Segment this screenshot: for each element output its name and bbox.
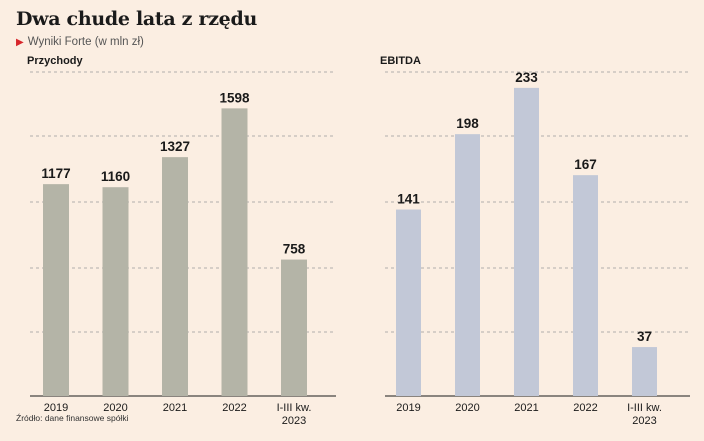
ebitda-tick-label: 2021 <box>514 402 538 414</box>
przychody-bar <box>43 184 69 396</box>
przychody-tick-label: I-III kw. <box>277 402 312 414</box>
przychody-value-label: 1177 <box>41 166 70 181</box>
ebitda-tick-label: 2020 <box>455 402 479 414</box>
przychody-value-label: 758 <box>283 242 306 257</box>
chart-title: Dwa chude lata z rzędu <box>16 8 257 30</box>
ebitda-bar <box>396 209 421 396</box>
ebitda-bar <box>455 134 480 397</box>
ebitda-bar <box>514 87 539 396</box>
chart-subtitle: ▶ Wyniki Forte (w mln zł) <box>16 36 144 48</box>
subtitle-text: Wyniki Forte (w mln zł) <box>27 36 144 48</box>
przychody-tick-label: 2019 <box>44 402 68 414</box>
ebitda-tick-label: 2023 <box>632 415 656 427</box>
ebitda-bar <box>573 175 598 396</box>
przychody-tick-label: 2023 <box>282 415 306 427</box>
przychody-value-label: 1160 <box>101 169 130 184</box>
ebitda-bar <box>632 347 657 396</box>
przychody-value-label: 1598 <box>219 90 250 105</box>
przychody-value-label: 1327 <box>160 139 190 154</box>
przychody-tick-label: 2022 <box>222 402 246 414</box>
przychody-tick-label: 2021 <box>163 402 187 414</box>
source-note: Źródło: dane finansowe spółki <box>16 413 129 423</box>
ebitda-value-label: 141 <box>397 192 420 207</box>
przychody-bar <box>102 187 129 396</box>
przychody-bar <box>281 259 307 396</box>
ebitda-tick-label: I-III kw. <box>627 402 662 414</box>
przychody-bar <box>221 108 248 397</box>
przychody-bar <box>162 157 188 396</box>
przychody-panel-title: Przychody <box>27 55 84 67</box>
ebitda-tick-label: 2022 <box>573 402 597 414</box>
ebitda-value-label: 37 <box>637 329 652 344</box>
ebitda-value-label: 233 <box>515 70 538 85</box>
przychody-tick-label: 2020 <box>103 402 127 414</box>
triangle-marker-icon: ▶ <box>16 37 24 48</box>
ebitda-value-label: 198 <box>456 116 479 131</box>
ebitda-panel-title: EBITDA <box>380 55 421 67</box>
ebitda-tick-label: 2019 <box>396 402 420 414</box>
ebitda-value-label: 167 <box>574 157 597 172</box>
